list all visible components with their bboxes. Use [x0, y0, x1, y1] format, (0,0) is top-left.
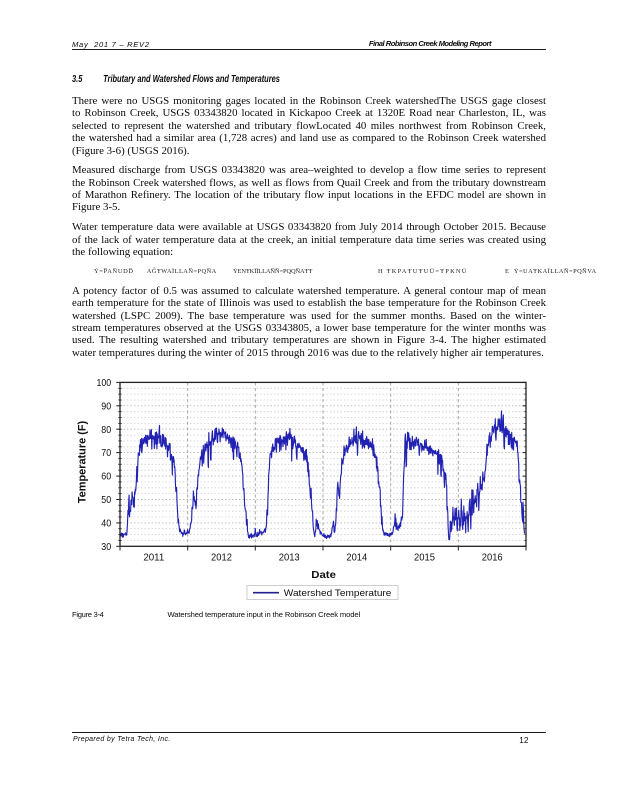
svg-text:100: 100: [97, 378, 112, 389]
svg-text:2016: 2016: [482, 553, 503, 564]
svg-text:40: 40: [101, 519, 111, 530]
svg-text:Temperature (F): Temperature (F): [76, 421, 88, 503]
svg-text:60: 60: [101, 472, 111, 483]
svg-text:2012: 2012: [211, 553, 232, 564]
svg-text:2015: 2015: [414, 553, 435, 564]
svg-text:Watershed Temperature: Watershed Temperature: [284, 588, 392, 598]
svg-text:2011: 2011: [143, 553, 164, 564]
svg-text:80: 80: [101, 425, 111, 436]
svg-text:50: 50: [101, 495, 111, 506]
svg-text:Date: Date: [311, 570, 336, 581]
svg-text:2013: 2013: [279, 553, 300, 564]
svg-text:70: 70: [101, 448, 111, 459]
svg-text:2014: 2014: [346, 553, 367, 564]
svg-text:30: 30: [101, 542, 111, 553]
svg-text:90: 90: [101, 401, 111, 412]
